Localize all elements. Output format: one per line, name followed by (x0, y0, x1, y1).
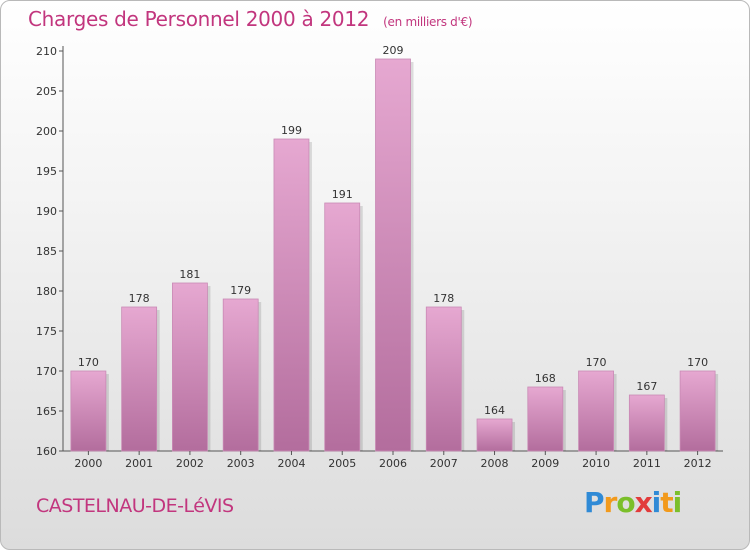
commune-name: CASTELNAU-DE-LéVIS (36, 495, 234, 517)
value-label: 170 (586, 356, 607, 369)
value-label: 181 (179, 268, 200, 281)
bar (578, 370, 614, 452)
x-tick-label: 2002 (176, 457, 204, 470)
y-tick-label: 210 (36, 45, 57, 58)
y-tick-label: 185 (36, 245, 57, 258)
chart-title: Charges de Personnel 2000 à 2012 (en mill… (28, 7, 473, 31)
value-label: 178 (129, 292, 150, 305)
y-tick-label: 190 (36, 205, 57, 218)
bar (273, 138, 310, 452)
x-tick-label: 2007 (430, 457, 458, 470)
value-label: 167 (636, 380, 657, 393)
bar (70, 370, 107, 452)
logo-letter: t (660, 486, 673, 519)
value-label: 168 (535, 372, 556, 385)
value-label: 170 (78, 356, 99, 369)
bar (476, 418, 513, 452)
x-tick-label: 2004 (277, 457, 305, 470)
value-label: 199 (281, 124, 302, 137)
y-tick-label: 195 (36, 165, 57, 178)
x-tick-label: 2011 (633, 457, 661, 470)
y-tick-label: 180 (36, 285, 57, 298)
y-tick-label: 205 (36, 85, 57, 98)
bar (324, 202, 361, 452)
value-label: 209 (383, 44, 404, 57)
y-tick-label: 170 (36, 365, 57, 378)
y-tick-label: 160 (36, 445, 57, 458)
logo-letter: o (616, 486, 635, 519)
x-tick-label: 2006 (379, 457, 407, 470)
x-tick-label: 2003 (227, 457, 255, 470)
value-label: 178 (433, 292, 454, 305)
y-tick-label: 175 (36, 325, 57, 338)
x-tick-label: 2000 (74, 457, 102, 470)
logo-letter: x (634, 486, 653, 519)
logo-letter: i (651, 486, 662, 519)
y-tick-label: 165 (36, 405, 57, 418)
bar (527, 386, 564, 452)
bar (628, 394, 665, 452)
title-text: Charges de Personnel 2000 à 2012 (28, 7, 370, 31)
bar (679, 370, 716, 452)
logo-letter: r (603, 486, 618, 519)
x-tick-label: 2001 (125, 457, 153, 470)
bar (425, 306, 462, 452)
bar (222, 298, 259, 452)
y-tick-label: 200 (36, 125, 57, 138)
logo-letter: i (672, 486, 683, 519)
bar (375, 58, 411, 452)
chart-subtitle: (en milliers d'€) (383, 15, 473, 29)
value-label: 179 (230, 284, 251, 297)
x-tick-label: 2008 (481, 457, 509, 470)
x-tick-label: 2012 (684, 457, 712, 470)
bar (121, 306, 158, 452)
value-label: 164 (484, 404, 505, 417)
x-tick-label: 2005 (328, 457, 356, 470)
x-tick-label: 2009 (531, 457, 559, 470)
x-tick-label: 2010 (582, 457, 610, 470)
value-label: 170 (687, 356, 708, 369)
proxiti-logo: Proxiti (584, 486, 683, 519)
bar (172, 282, 208, 452)
logo-letter: P (584, 486, 605, 519)
value-label: 191 (332, 188, 353, 201)
